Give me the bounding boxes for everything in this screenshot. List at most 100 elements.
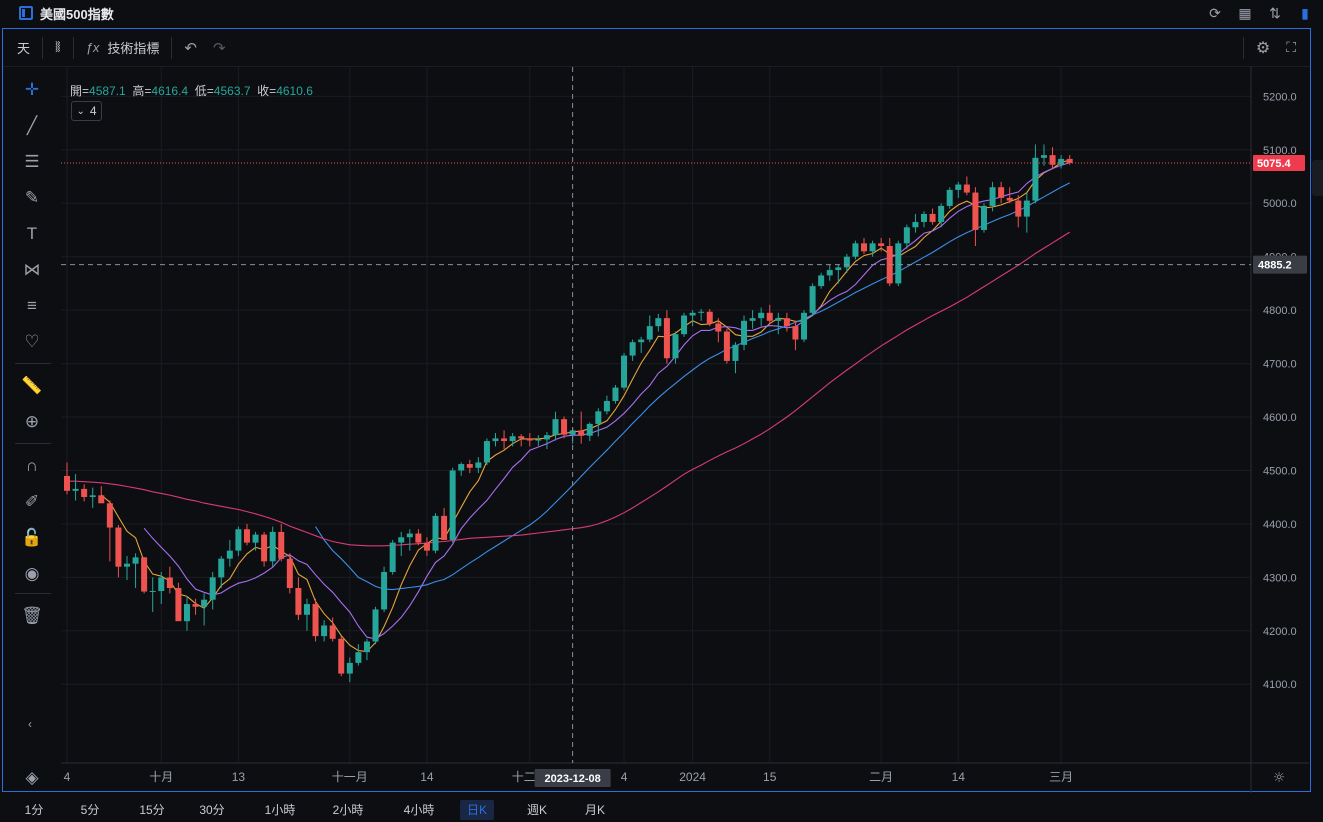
candle-body[interactable] [663, 318, 670, 359]
candle-body[interactable] [586, 423, 593, 436]
indicator-toggle[interactable]: ⌄ 4 [71, 101, 102, 121]
candle-body[interactable] [149, 590, 156, 592]
candle-body[interactable] [1066, 158, 1073, 163]
price-chart[interactable]: 5200.05100.05000.04900.04800.04700.04600… [61, 67, 1309, 793]
candle-body[interactable] [809, 286, 816, 313]
candle-body[interactable] [638, 339, 645, 343]
candle-body[interactable] [355, 652, 362, 663]
axis-settings-icon[interactable]: ☼ [1273, 770, 1286, 786]
candle-body[interactable] [818, 275, 825, 287]
candle-body[interactable] [989, 187, 996, 206]
candle-body[interactable] [1015, 200, 1022, 217]
candle-body[interactable] [766, 312, 773, 321]
candle-body[interactable] [792, 326, 799, 340]
candle-body[interactable] [72, 488, 79, 491]
lock-drawing-icon[interactable]: ✐ [24, 492, 40, 511]
timeframe-5[interactable]: 2小時 [332, 803, 364, 817]
candle-body[interactable] [972, 192, 979, 230]
crosshair-icon[interactable]: ✛ [24, 80, 40, 99]
candle-body[interactable] [929, 213, 936, 222]
candle-body[interactable] [372, 609, 379, 642]
candle-body[interactable] [449, 470, 456, 540]
trash-icon[interactable]: 🗑 [21, 606, 43, 625]
candle-body[interactable] [226, 550, 233, 559]
candle-body[interactable] [329, 625, 336, 639]
candle-body[interactable] [741, 320, 748, 345]
candle-body[interactable] [303, 604, 310, 615]
candle-body[interactable] [243, 529, 250, 543]
candle-body[interactable] [235, 529, 242, 551]
candle-body[interactable] [869, 243, 876, 252]
text-icon[interactable]: T [26, 224, 38, 243]
candle-body[interactable] [64, 475, 70, 491]
candle-body[interactable] [415, 533, 422, 543]
pattern-icon[interactable]: ⋈ [23, 260, 41, 279]
sidebar-toggle-icon[interactable] [19, 6, 33, 20]
candle-body[interactable] [732, 344, 739, 361]
candle-body[interactable] [758, 312, 765, 319]
timeframe-2[interactable]: 15分 [139, 803, 165, 817]
candle-body[interactable] [672, 334, 679, 359]
indicators-button[interactable]: ƒx 技術指標 [78, 29, 168, 66]
candle-body[interactable] [783, 318, 790, 327]
candle-body[interactable] [286, 558, 293, 589]
layers-icon[interactable]: ◈ [25, 768, 39, 787]
candle-body[interactable] [1049, 155, 1056, 165]
candle-body[interactable] [801, 312, 808, 340]
candle-body[interactable] [903, 227, 910, 244]
candle-body[interactable] [166, 577, 173, 589]
candle-body[interactable] [175, 588, 182, 622]
candle-body[interactable] [980, 205, 987, 230]
candle-body[interactable] [123, 563, 130, 567]
candle-body[interactable] [338, 638, 345, 674]
candle-body[interactable] [218, 558, 225, 578]
candle-body[interactable] [295, 588, 302, 615]
timeframe-7[interactable]: 日K [460, 800, 494, 820]
timeframe-4[interactable]: 1小時 [264, 803, 296, 817]
candle-body[interactable] [346, 662, 353, 674]
candle-body[interactable] [89, 495, 96, 498]
candle-body[interactable] [106, 503, 113, 528]
candle-body[interactable] [509, 436, 516, 442]
candle-body[interactable] [749, 318, 756, 321]
candle-body[interactable] [432, 515, 439, 551]
candle-body[interactable] [535, 439, 542, 441]
candle-body[interactable] [321, 625, 328, 637]
candle-body[interactable] [466, 464, 473, 468]
candle-body[interactable] [183, 604, 190, 622]
undo-icon[interactable]: ↶ [184, 39, 197, 57]
candle-body[interactable] [561, 419, 568, 435]
candle-body[interactable] [861, 243, 868, 252]
side-panel-handle[interactable] [1312, 160, 1323, 196]
timeframe-1[interactable]: 5分 [80, 803, 100, 817]
candle-body[interactable] [389, 542, 396, 573]
candle-body[interactable] [963, 184, 970, 193]
collapse-chevron-icon[interactable]: ‹ [28, 717, 32, 731]
candle-body[interactable] [141, 557, 148, 592]
candle-body[interactable] [98, 495, 105, 504]
candle-body[interactable] [1032, 157, 1039, 201]
lock-icon[interactable]: 🔓 [21, 528, 43, 547]
refresh-icon[interactable]: ⟳ [1209, 5, 1221, 21]
candle-body[interactable] [852, 243, 859, 257]
candle-body[interactable] [1006, 197, 1013, 201]
candle-body[interactable] [398, 537, 405, 543]
candle-body[interactable] [1058, 158, 1065, 165]
candle-type-icon[interactable]: ⧚ [55, 38, 61, 56]
eye-icon[interactable]: ◉ [24, 564, 40, 583]
candle-body[interactable] [921, 213, 927, 222]
candle-body[interactable] [569, 430, 576, 435]
candle-body[interactable] [475, 462, 482, 468]
candle-body[interactable] [115, 527, 122, 567]
candle-body[interactable] [201, 599, 208, 607]
candle-body[interactable] [826, 270, 833, 276]
candle-body[interactable] [843, 256, 850, 268]
candle-body[interactable] [458, 464, 465, 471]
candle-body[interactable] [261, 534, 268, 562]
candle-body[interactable] [895, 243, 902, 284]
candle-body[interactable] [518, 436, 525, 439]
settings-icon[interactable]: ⚙ [1255, 39, 1271, 57]
candle-body[interactable] [578, 430, 585, 436]
candle-body[interactable] [646, 326, 653, 340]
candle-body[interactable] [552, 419, 559, 436]
